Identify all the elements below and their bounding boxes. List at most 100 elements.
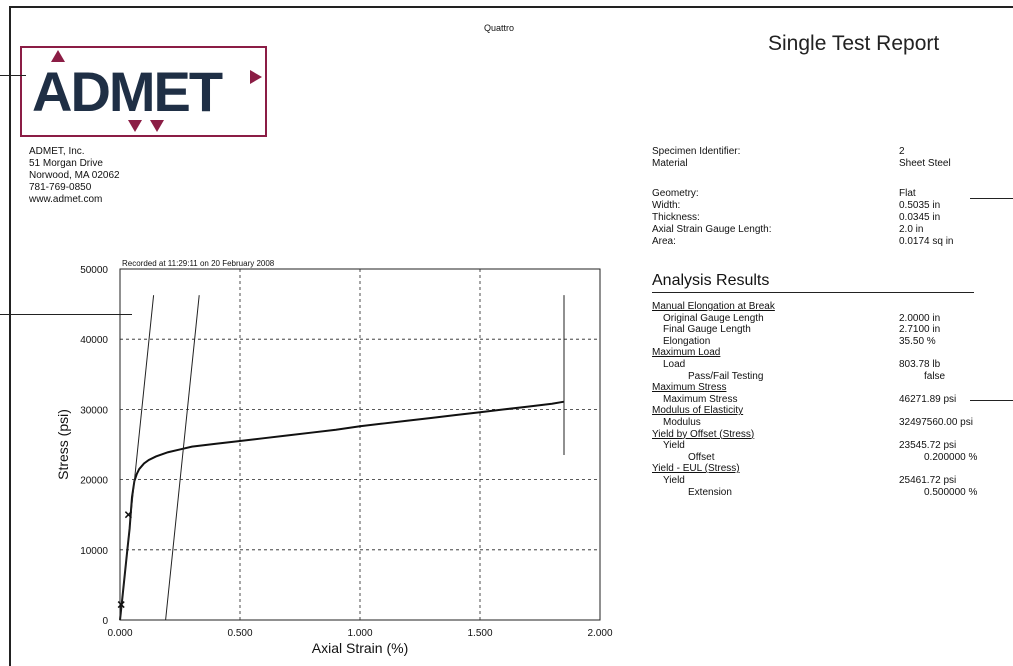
analysis-row: Manual Elongation at Break [652, 301, 982, 313]
connector-line [970, 198, 1013, 199]
address-line: www.admet.com [29, 194, 103, 205]
page-frame [9, 6, 1013, 666]
data-marker [117, 601, 125, 609]
x-tick-label: 2.000 [587, 628, 612, 639]
specimen-label: Specimen Identifier: [652, 146, 741, 157]
analysis-label: Modulus of Elasticity [652, 405, 744, 417]
specimen-value: Flat [899, 188, 916, 199]
specimen-row: Geometry: Flat [652, 188, 982, 200]
specimen-label: Thickness: [652, 212, 700, 223]
logo-arrow-icon [51, 50, 65, 62]
analysis-label: Yield [663, 474, 685, 486]
data-marker [124, 511, 132, 519]
company-address: ADMET, Inc. 51 Morgan Drive Norwood, MA … [29, 146, 120, 206]
offset-line [165, 295, 200, 621]
connector-line [970, 400, 1013, 401]
analysis-value: 2.7100 in [899, 324, 941, 336]
analysis-list: Manual Elongation at Break Original Gauge… [652, 301, 982, 498]
specimen-value: 0.0345 in [899, 212, 941, 223]
specimen-row: Axial Strain Gauge Length: 2.0 in [652, 224, 982, 236]
analysis-label: Maximum Stress [652, 382, 727, 394]
connector-line [0, 314, 132, 315]
analysis-row: Elongation 35.50 % [652, 336, 982, 348]
specimen-value: 2.0 in [899, 224, 924, 235]
logo-arrow-icon [128, 120, 142, 132]
analysis-row: Maximum Stress 46271.89 psi [652, 394, 982, 406]
top-title: Quattro [484, 23, 515, 33]
analysis-row: Extension 0.500000 % [652, 487, 982, 499]
analysis-label: Elongation [663, 335, 711, 347]
logo-arrow-icon [250, 70, 262, 84]
y-axis-label: Stress (psi) [55, 409, 71, 480]
modulus-line [119, 295, 155, 621]
specimen-value: Sheet Steel [899, 158, 951, 169]
logo-arrow-icon [150, 120, 164, 132]
specimen-label: Axial Strain Gauge Length: [652, 224, 772, 235]
plot-frame [119, 268, 601, 621]
analysis-label: Extension [688, 486, 732, 498]
specimen-row: Specimen Identifier: 2 [652, 146, 982, 158]
analysis-value: 25461.72 psi [899, 474, 957, 486]
analysis-value: 0.500000 % [924, 486, 978, 498]
analysis-value: false [924, 370, 946, 382]
x-tick-label: 0.500 [227, 628, 252, 639]
specimen-row: Material Sheet Steel [652, 158, 982, 170]
analysis-row: Pass/Fail Testing false [652, 371, 982, 383]
y-tick-label: 30000 [80, 405, 108, 416]
chart-ticks: 0.000 0.500 1.000 1.500 2.000 0 10000 20000 3000… [80, 265, 613, 639]
analysis-divider [652, 292, 974, 293]
analysis-label: Offset [688, 451, 715, 463]
chart-grid [120, 269, 600, 620]
analysis-label: Final Gauge Length [663, 324, 751, 336]
analysis-label: Manual Elongation at Break [652, 301, 775, 312]
analysis-row: Maximum Stress [652, 382, 982, 394]
analysis-label: Maximum Load [652, 347, 721, 359]
analysis-row: Modulus of Elasticity [652, 405, 982, 417]
analysis-label: Pass/Fail Testing [688, 370, 764, 382]
analysis-label: Yield [663, 440, 685, 452]
analysis-value: 803.78 lb [899, 358, 941, 370]
analysis-row: Load 803.78 lb [652, 359, 982, 371]
y-tick-label: 50000 [80, 265, 108, 276]
stress-strain-chart: 0.000 0.500 1.000 1.500 2.000 0 10000 20000 3000… [55, 259, 613, 656]
y-tick-label: 20000 [80, 476, 108, 487]
specimen-label: Material [652, 158, 688, 169]
specimen-info: Specimen Identifier: 2 Material Sheet Stee… [652, 146, 982, 248]
analysis-value: 2.0000 in [899, 312, 941, 324]
admet-logo: ADMET [32, 60, 223, 123]
analysis-value: 46271.89 psi [899, 393, 957, 405]
analysis-row: Original Gauge Length 2.0000 in [652, 313, 982, 325]
analysis-row: Yield by Offset (Stress) [652, 429, 982, 441]
analysis-row: Yield 23545.72 psi [652, 440, 982, 452]
address-line: 51 Morgan Drive [29, 158, 103, 169]
analysis-row: Final Gauge Length 2.7100 in [652, 324, 982, 336]
address-line: Norwood, MA 02062 [29, 170, 120, 181]
analysis-row: Yield 25461.72 psi [652, 475, 982, 487]
y-tick-label: 0 [102, 616, 108, 627]
address-line: ADMET, Inc. [29, 146, 85, 157]
address-line: 781-769-0850 [29, 182, 92, 193]
analysis-label: Yield - EUL (Stress) [652, 463, 740, 475]
x-tick-label: 1.500 [467, 628, 492, 639]
y-tick-label: 40000 [80, 335, 108, 346]
recorded-label: Recorded at 11:29:11 on 20 February 2008 [122, 259, 275, 268]
connector-line [0, 75, 26, 76]
stress-strain-curve [119, 400, 565, 621]
analysis-value: 0.200000 % [924, 451, 978, 463]
specimen-row: Thickness: 0.0345 in [652, 212, 982, 224]
analysis-value: 32497560.00 psi [899, 416, 973, 428]
analysis-label: Original Gauge Length [663, 312, 764, 324]
chart-marks [117, 295, 565, 621]
analysis-title: Analysis Results [652, 272, 770, 289]
logo-frame [20, 46, 267, 137]
report-title: Single Test Report [768, 32, 940, 55]
specimen-row: Area: 0.0174 sq in [652, 236, 982, 248]
x-tick-label: 1.000 [347, 628, 372, 639]
specimen-value: 0.0174 sq in [899, 236, 954, 247]
specimen-label: Width: [652, 200, 681, 211]
analysis-label: Modulus [663, 416, 701, 428]
analysis-label: Maximum Stress [663, 393, 738, 405]
analysis-value: 35.50 % [899, 335, 936, 347]
analysis-label: Load [663, 358, 686, 370]
analysis-row: Modulus 32497560.00 psi [652, 417, 982, 429]
